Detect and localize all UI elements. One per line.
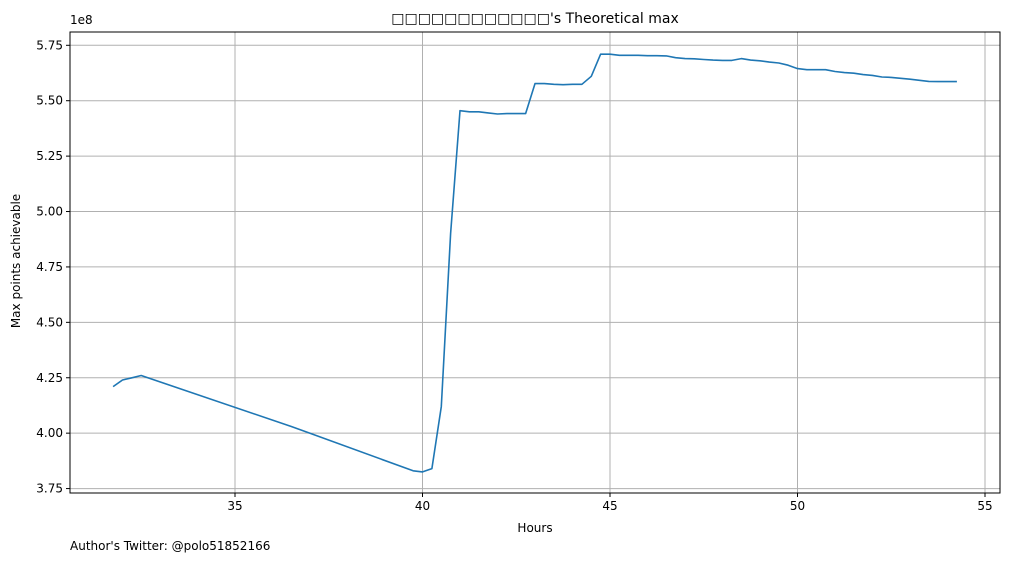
y-axis-label: Max points achievable [9, 194, 23, 328]
y-tick-label: 5.50 [36, 94, 63, 108]
y-tick-label: 5.75 [36, 38, 63, 52]
author-footer: Author's Twitter: @polo51852166 [70, 539, 270, 553]
x-tick-label: 50 [790, 499, 805, 513]
x-tick-label: 45 [602, 499, 617, 513]
series-group [112, 53, 957, 473]
x-tick-label: 40 [415, 499, 430, 513]
y-axis-ticks: 3.75 4.00 4.25 4.50 4.75 5.00 5.25 5.50 5.75 [36, 38, 70, 496]
plot-frame [69, 31, 1001, 494]
x-axis-label: Hours [517, 521, 552, 535]
y-tick-label: 4.00 [36, 426, 63, 440]
y-tick-label: 5.00 [36, 205, 63, 219]
grid-lines [70, 32, 1000, 493]
x-tick-label: 35 [227, 499, 242, 513]
x-axis-ticks: 35 40 45 50 55 [227, 493, 993, 513]
y-tick-label: 5.25 [36, 149, 63, 163]
x-tick-label: 55 [977, 499, 992, 513]
chart-title: □□□□□□□□□□□□'s Theoretical max [391, 11, 679, 27]
y-offset-label: 1e8 [70, 13, 93, 27]
y-tick-label: 3.75 [36, 482, 63, 496]
y-tick-label: 4.75 [36, 260, 63, 274]
y-tick-label: 4.25 [36, 371, 63, 385]
y-tick-label: 4.50 [36, 315, 63, 329]
series-line [112, 53, 957, 473]
